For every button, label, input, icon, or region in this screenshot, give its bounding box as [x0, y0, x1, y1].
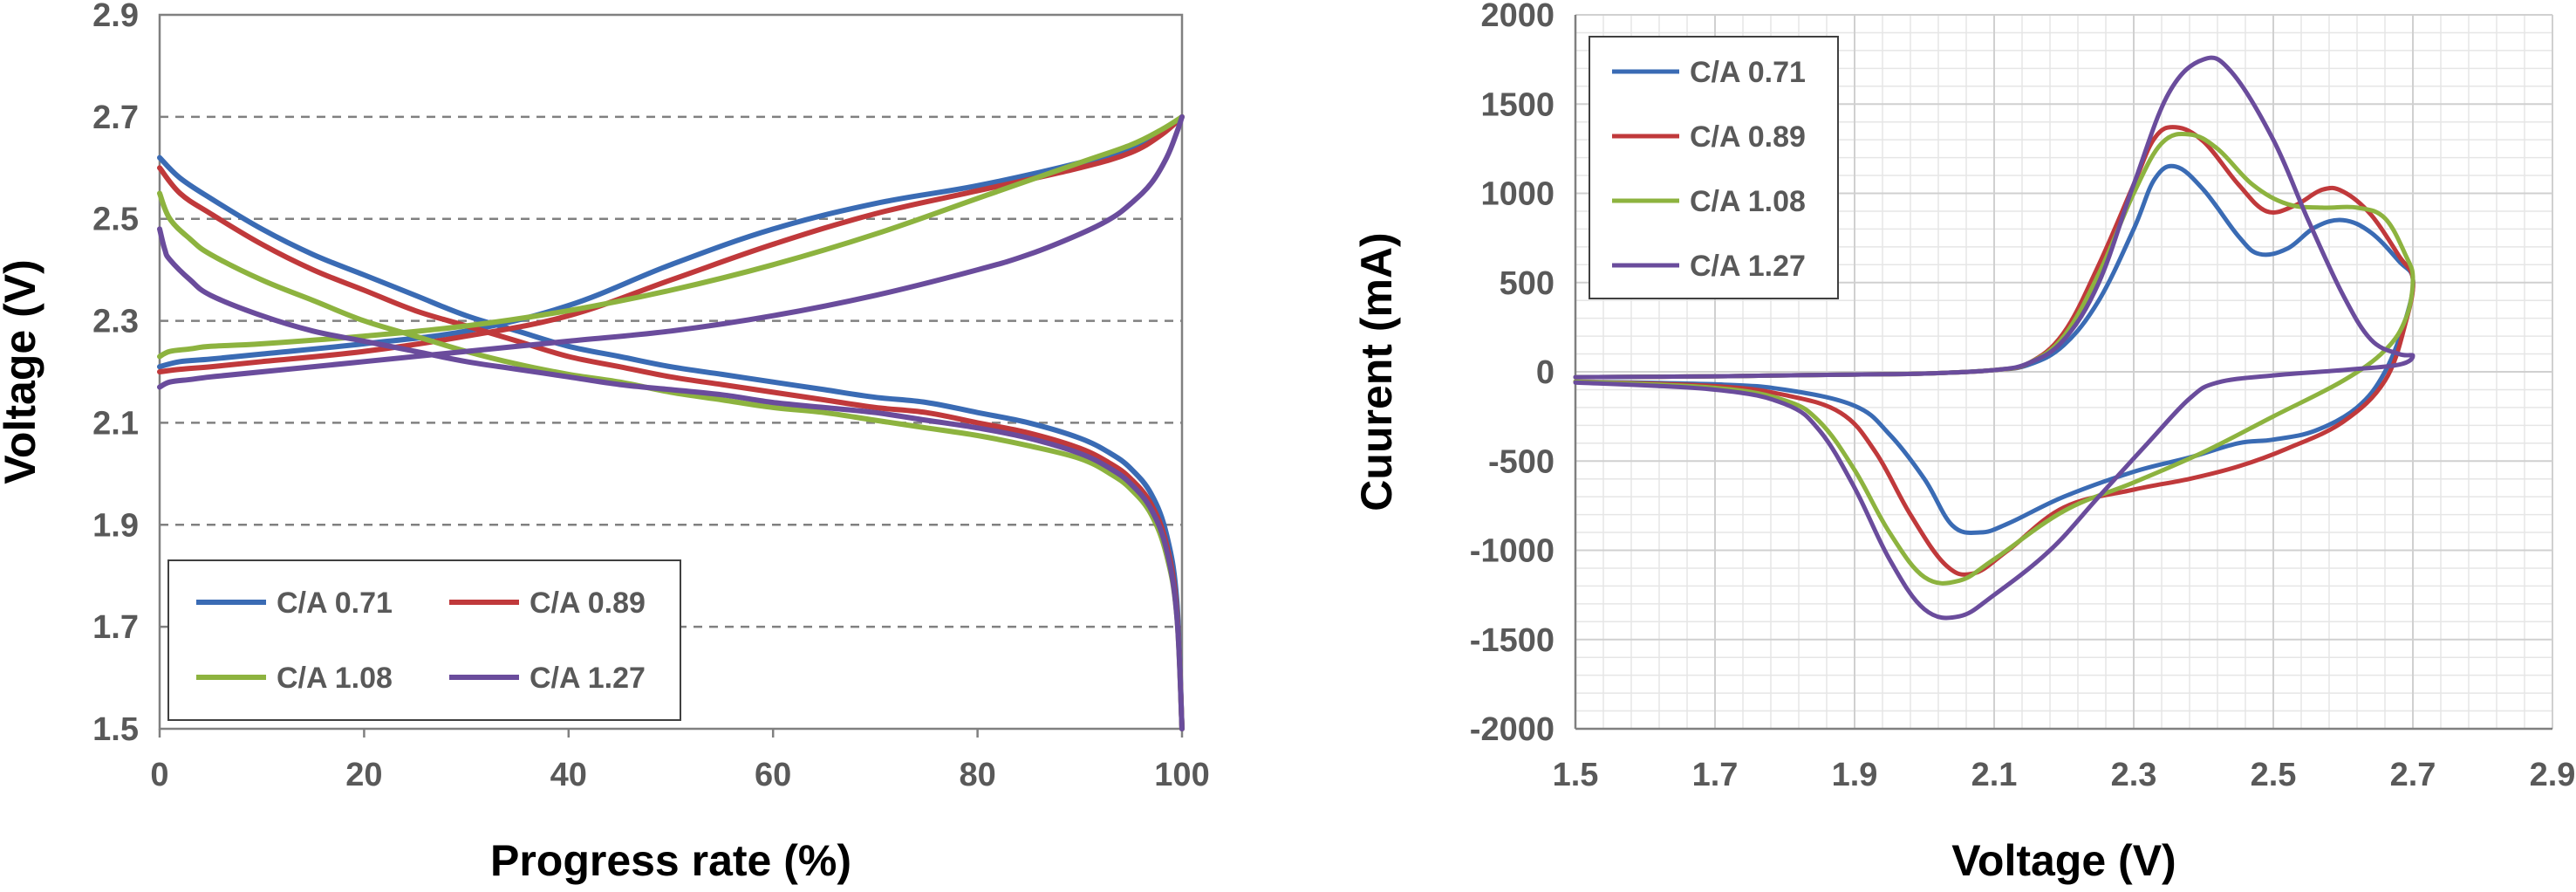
y-tick-label: 2.1 — [92, 405, 139, 442]
series-line — [1573, 55, 2415, 621]
y-tick-label: 1000 — [1480, 176, 1554, 213]
y-axis-title: Cuurent (mA) — [1352, 232, 1401, 511]
y-tick-label: 2.3 — [92, 304, 139, 340]
x-tick-label: 60 — [755, 757, 791, 793]
legend-label: C/A 0.89 — [1690, 120, 1806, 154]
legend-label: C/A 0.71 — [277, 587, 393, 620]
x-tick-label: 1.5 — [1553, 757, 1599, 793]
y-tick-label: 2.9 — [92, 0, 139, 34]
series-line-charge — [157, 113, 1185, 390]
x-tick-label: 0 — [150, 757, 168, 793]
y-tick-label: 1.5 — [92, 711, 139, 748]
series-line-discharge — [157, 154, 1185, 731]
y-tick-label: 2000 — [1480, 0, 1554, 34]
y-tick-label: -1000 — [1470, 533, 1554, 570]
y-tick-label: 500 — [1500, 265, 1554, 302]
cyclic-voltammetry-chart: -2000 -1500 -1000 -500 0 500 1000 1500 2000 1.5 1.… — [1352, 0, 2575, 885]
x-tick-label: 80 — [959, 757, 995, 793]
x-tick-label: 1.9 — [1832, 757, 1878, 793]
legend-label: C/A 0.89 — [530, 587, 646, 620]
series-line-discharge — [157, 165, 1185, 731]
y-tick-label: -500 — [1488, 443, 1554, 480]
x-tick-label: 2.3 — [2111, 757, 2157, 793]
series-line-charge — [157, 113, 1185, 360]
legend-label: C/A 1.08 — [277, 662, 393, 695]
voltage-profile-chart: 1.5 1.7 1.9 2.1 2.3 2.5 2.7 2.9 0 20 40 60 80 100 Prog… — [0, 0, 1210, 885]
legend: C/A 0.71 C/A 0.89 C/A 1.08 C/A 1.27 — [1589, 36, 1839, 299]
y-axis-title: Voltage (V) — [0, 259, 44, 484]
legend-label: C/A 1.27 — [1690, 250, 1806, 283]
series-line-charge — [157, 113, 1185, 374]
y-tick-label: 2.5 — [92, 202, 139, 238]
y-tick-label: 1.9 — [92, 507, 139, 544]
legend-label: C/A 1.08 — [1690, 185, 1806, 218]
y-tick-label: 1500 — [1480, 86, 1554, 123]
x-tick-label: 20 — [345, 757, 382, 793]
legend: C/A 0.71 C/A 0.89 C/A 1.08 C/A 1.27 — [167, 559, 681, 721]
x-axis-title: Voltage (V) — [1951, 836, 2176, 885]
x-tick-label: 2.5 — [2251, 757, 2297, 793]
y-tick-label: -2000 — [1470, 711, 1554, 748]
legend-label: C/A 1.27 — [530, 662, 646, 695]
x-tick-label: 100 — [1154, 757, 1209, 793]
x-tick-label: 2.1 — [1971, 757, 2018, 793]
x-tick-label: 1.7 — [1692, 757, 1739, 793]
y-tick-label: -1500 — [1470, 622, 1554, 659]
y-tick-label: 2.7 — [92, 99, 139, 136]
x-tick-label: 2.7 — [2390, 757, 2436, 793]
legend-box — [167, 559, 681, 721]
series-line-discharge — [157, 226, 1185, 731]
y-tick-label: 1.7 — [92, 609, 139, 646]
series-line-discharge — [157, 190, 1185, 731]
x-axis-title: Progress rate (%) — [490, 836, 851, 885]
y-tick-label: 0 — [1536, 354, 1554, 391]
x-tick-label: 2.9 — [2530, 757, 2576, 793]
x-tick-label: 40 — [550, 757, 587, 793]
legend-box — [1589, 36, 1839, 299]
legend-label: C/A 0.71 — [1690, 56, 1806, 89]
